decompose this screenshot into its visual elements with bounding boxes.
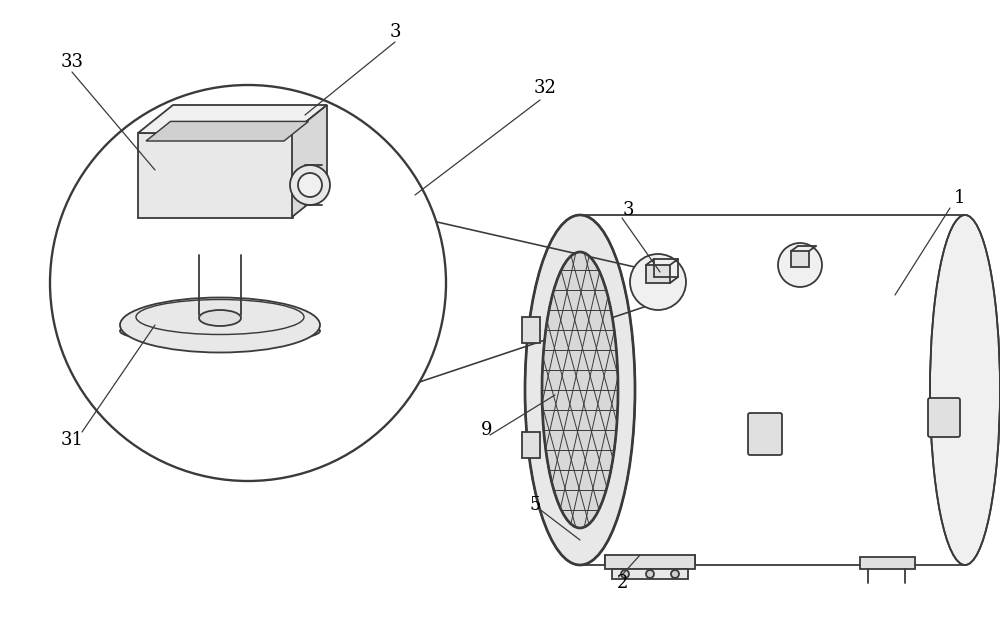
Circle shape [646,570,654,578]
Bar [646,265,670,283]
Bar [522,432,540,458]
Text: 1: 1 [954,189,966,207]
Circle shape [50,85,446,481]
Polygon shape [292,105,327,217]
FancyBboxPatch shape [928,398,960,437]
Ellipse shape [930,215,1000,565]
Bar [612,569,688,579]
Bar [605,555,695,569]
Ellipse shape [199,310,241,326]
Text: 3: 3 [389,23,401,41]
Ellipse shape [120,318,320,343]
Bar [791,251,809,267]
Circle shape [778,243,822,287]
Polygon shape [146,121,308,141]
Polygon shape [138,105,327,133]
Bar [138,133,293,218]
Circle shape [630,254,686,310]
Bar [860,557,915,569]
Text: 2: 2 [616,574,628,592]
Ellipse shape [542,252,618,528]
Circle shape [671,570,679,578]
Text: 31: 31 [60,431,84,449]
Circle shape [298,173,322,197]
Circle shape [290,165,330,205]
Text: 9: 9 [481,421,493,439]
Text: 32: 32 [534,79,556,97]
Ellipse shape [120,297,320,353]
Ellipse shape [525,215,635,565]
FancyBboxPatch shape [748,413,782,455]
Circle shape [621,570,629,578]
Bar [522,317,540,343]
Text: 33: 33 [60,53,84,71]
Text: 3: 3 [622,201,634,219]
Text: 5: 5 [529,496,541,514]
